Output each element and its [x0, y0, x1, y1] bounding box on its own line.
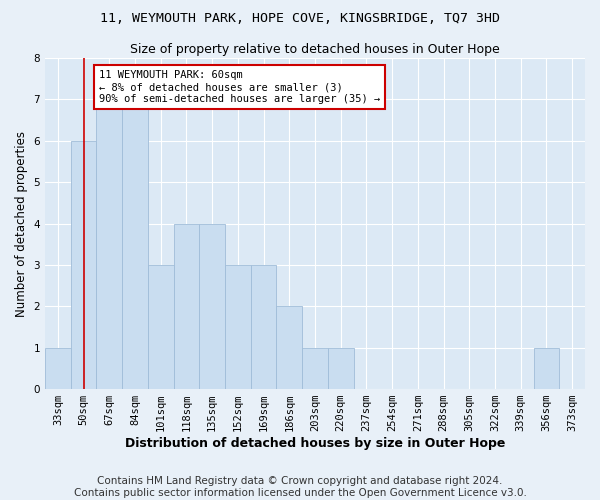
Title: Size of property relative to detached houses in Outer Hope: Size of property relative to detached ho…: [130, 42, 500, 56]
Y-axis label: Number of detached properties: Number of detached properties: [15, 130, 28, 316]
Text: 11, WEYMOUTH PARK, HOPE COVE, KINGSBRIDGE, TQ7 3HD: 11, WEYMOUTH PARK, HOPE COVE, KINGSBRIDG…: [100, 12, 500, 26]
Bar: [71, 141, 97, 389]
Bar: [225, 265, 251, 389]
Bar: [251, 265, 277, 389]
Text: 11 WEYMOUTH PARK: 60sqm
← 8% of detached houses are smaller (3)
90% of semi-deta: 11 WEYMOUTH PARK: 60sqm ← 8% of detached…: [99, 70, 380, 104]
Bar: [122, 100, 148, 389]
Bar: [97, 100, 122, 389]
Bar: [302, 348, 328, 389]
Bar: [328, 348, 353, 389]
Text: Contains HM Land Registry data © Crown copyright and database right 2024.
Contai: Contains HM Land Registry data © Crown c…: [74, 476, 526, 498]
X-axis label: Distribution of detached houses by size in Outer Hope: Distribution of detached houses by size …: [125, 437, 505, 450]
Bar: [173, 224, 199, 389]
Bar: [199, 224, 225, 389]
Bar: [45, 348, 71, 389]
Bar: [148, 265, 173, 389]
Bar: [533, 348, 559, 389]
Bar: [277, 306, 302, 389]
